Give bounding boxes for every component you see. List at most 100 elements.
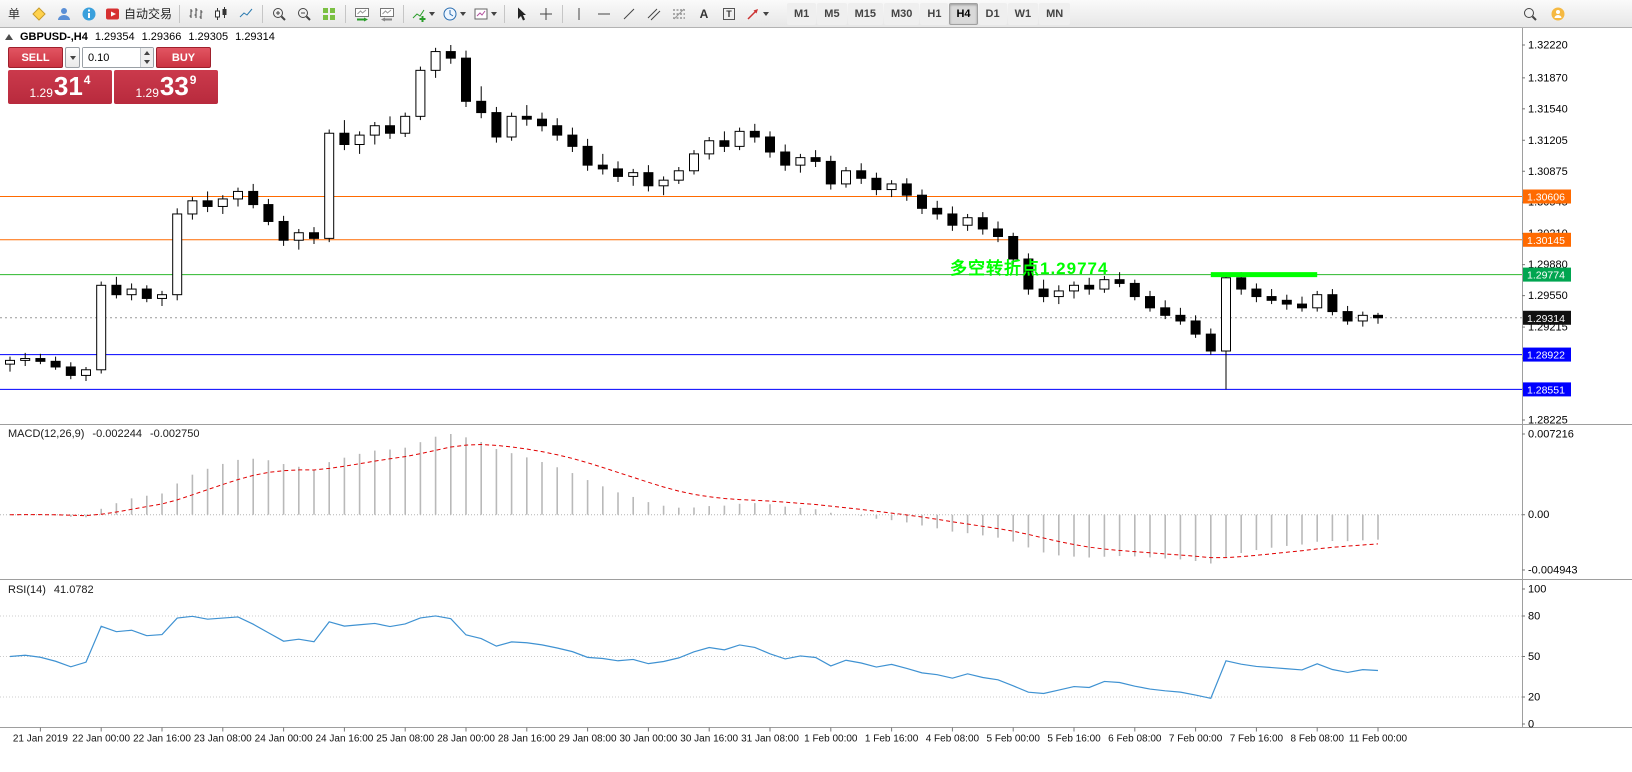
arrows-button[interactable] [742,3,772,25]
timeframe-button-H4[interactable]: H4 [949,2,978,25]
candle-body [369,125,380,136]
metaquotes-button[interactable] [27,3,51,25]
indicators-button[interactable] [408,3,438,25]
new-order-button[interactable]: 单 [2,3,26,25]
candle-body [1327,294,1338,313]
candle-body [1160,307,1171,316]
crosshair-button[interactable] [534,3,558,25]
dropdown-caret-icon [491,11,498,16]
candle-body [1053,290,1064,298]
accounts-button[interactable] [52,3,76,25]
collapse-chart-icon[interactable] [5,34,13,40]
spinner-up-icon [144,50,150,55]
price-tick-label: 1.28225 [1528,415,1568,427]
candle-body [917,194,927,209]
candle-body [1008,235,1019,260]
sell-price-panel[interactable]: 1.29 31 4 [8,70,112,104]
chart-shift-button[interactable] [375,3,399,25]
info-button[interactable] [77,3,101,25]
candle-body [1373,314,1383,319]
community-button[interactable] [1546,3,1570,25]
text-tool-label: A [699,6,709,21]
timeframe-button-M30[interactable]: M30 [883,2,920,25]
fibonacci-button[interactable] [667,3,691,25]
price-tick-label: 1.31205 [1528,135,1568,147]
candle-body [1251,288,1262,298]
volume-increase-button[interactable] [141,48,153,58]
vertical-line-icon [578,7,580,20]
cursor-button[interactable] [509,3,533,25]
timeframe-button-MN[interactable]: MN [1039,2,1071,25]
autotrading-button[interactable]: 自动交易 [102,3,175,25]
price-tick-label: 1.30875 [1528,166,1568,178]
spinner-down-icon [144,60,150,65]
buy-button[interactable]: BUY [156,47,211,68]
candle-body [1175,314,1186,322]
timeframe-button-H1[interactable]: H1 [920,2,949,25]
channel-button[interactable] [642,3,666,25]
price-badge [1523,189,1571,204]
timeframe-button-M5[interactable]: M5 [817,2,847,25]
candlestick-chart-button[interactable] [209,3,233,25]
candle-body [1023,258,1034,290]
candle-body [1281,299,1292,305]
crosshair-icon [540,7,553,20]
timeframe-group: M1 M5 M15 M30 H1 H4 D1 W1 MN [787,2,1071,25]
timeframe-button-W1[interactable]: W1 [1007,2,1039,25]
timeframe-button-M1[interactable]: M1 [787,2,817,25]
candle-body [5,359,15,365]
line-chart-button[interactable] [234,3,258,25]
vertical-line-button[interactable] [567,3,591,25]
candle-body [445,51,456,59]
sell-button[interactable]: SELL [8,47,63,68]
price-badge-label: 1.28922 [1527,350,1565,362]
time-label: 4 Feb 08:00 [926,734,980,745]
candle-body [1342,311,1353,322]
buy-price-panel[interactable]: 1.29 33 9 [114,70,218,104]
volume-control [82,47,154,68]
volume-decrease-button[interactable] [141,57,153,67]
time-label: 28 Jan 16:00 [498,734,556,745]
zoom-out-icon [298,7,311,21]
bars-chart-button[interactable] [184,3,208,25]
candlestick-chart-icon [215,6,227,20]
tile-windows-button[interactable] [317,3,341,25]
auto-scroll-button[interactable] [350,3,374,25]
horizontal-line-button[interactable] [592,3,616,25]
rsi-indicator-label: RSI(14) 41.0782 [8,584,94,596]
candle-body [886,183,897,191]
candle-body [993,228,1003,237]
zoom-in-button[interactable] [267,3,291,25]
buy-price-pipette: 9 [189,73,197,87]
search-button[interactable] [1518,3,1542,25]
candle-body [521,115,532,120]
periods-button[interactable] [439,3,469,25]
price-badge-label: 1.29314 [1527,313,1565,325]
dropdown-caret-icon [429,11,436,16]
candle-body [1312,294,1323,309]
text-label-button[interactable]: T [717,3,741,25]
trendline-button[interactable] [617,3,641,25]
candle-body [491,112,502,138]
candle-body [613,168,623,177]
candle-body [50,360,61,368]
candle-body [20,358,31,361]
text-button[interactable]: A [692,3,716,25]
candle-body [187,200,198,215]
timeframe-button-D1[interactable]: D1 [978,2,1007,25]
candle-body [1099,279,1110,290]
candle-body [765,136,775,153]
price-tick-label: 1.29550 [1528,290,1568,302]
timeframe-button-M15[interactable]: M15 [847,2,883,25]
candle-body [628,172,639,177]
volume-dropdown-button[interactable] [65,47,80,68]
macd-name: MACD(12,26,9) [8,428,85,440]
time-label: 8 Feb 08:00 [1291,734,1345,745]
bars-chart-icon [189,7,203,19]
templates-button[interactable] [470,3,500,25]
candle-body [476,100,487,114]
zoom-out-button[interactable] [292,3,316,25]
volume-input[interactable] [83,48,140,67]
toolbar-separator [562,4,564,23]
